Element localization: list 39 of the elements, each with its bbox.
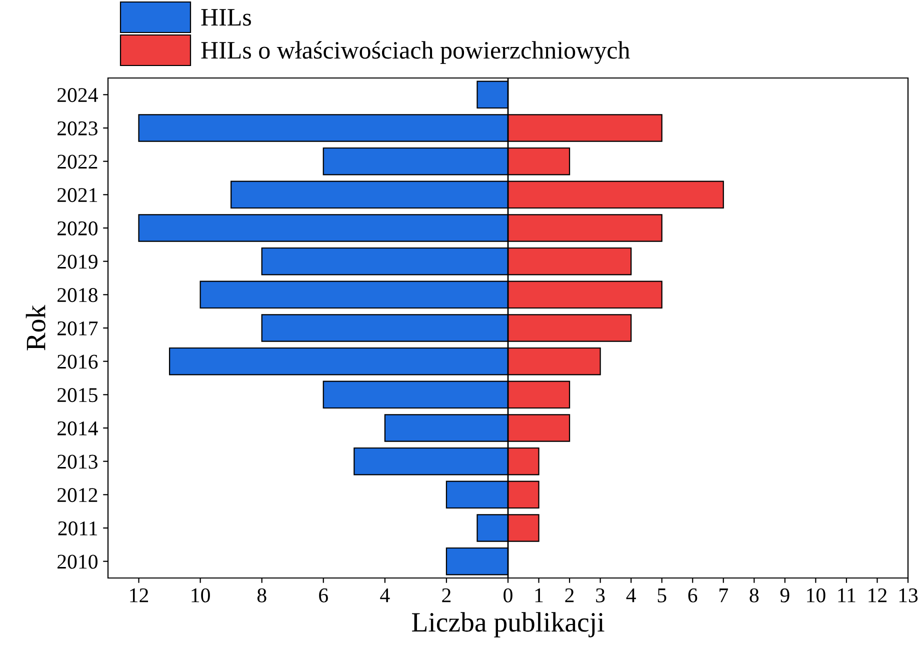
x-tick-label: 10 [807, 588, 826, 602]
x-tick-label: 5 [658, 588, 666, 602]
x-tick-label: 1 [535, 588, 543, 602]
x-tick-label: 7 [720, 588, 728, 602]
x-tick-label: 4 [380, 588, 390, 602]
x-tick-label: 2 [442, 588, 451, 602]
x-tick-label: 12 [130, 588, 148, 602]
y-tick-label: 2010 [58, 554, 98, 569]
legend-label: HILs o właściwościach powierzchniowych [201, 41, 630, 64]
y-tick-label: 2017 [58, 321, 98, 336]
legend-label: HILs [201, 9, 251, 26]
y-tick-label: 2015 [58, 388, 98, 402]
x-tick-label: 6 [688, 588, 698, 602]
x-tick-label: 4 [626, 588, 636, 602]
x-tick-label: 6 [319, 588, 328, 602]
y-tick-label: 2013 [58, 454, 98, 469]
y-tick-label: 2014 [58, 421, 98, 436]
x-tick-label: 13 [899, 588, 918, 602]
x-tick-label: 2 [565, 588, 574, 602]
x-tick-label: 12 [868, 588, 886, 602]
y-tick-label: 2022 [58, 154, 98, 169]
y-tick-label: 2023 [58, 121, 98, 136]
x-tick-label: 11 [838, 588, 856, 602]
x-tick-label: 8 [257, 588, 266, 602]
y-tick-label: 2024 [58, 88, 98, 102]
x-axis-title: Liczba publikacji [412, 612, 604, 638]
y-tick-label: 2018 [58, 288, 98, 302]
x-tick-label: 10 [192, 588, 210, 602]
y-tick-label: 2021 [58, 188, 98, 202]
x-tick-label: 9 [780, 588, 790, 602]
y-tick-label: 2011 [58, 521, 98, 536]
y-axis-title: Rok [26, 304, 46, 350]
y-tick-label: 2016 [58, 354, 98, 369]
x-tick-label: 3 [596, 588, 605, 602]
y-tick-label: 2020 [58, 221, 98, 236]
x-tick-label: 8 [750, 588, 759, 602]
x-tick-label: 0 [504, 588, 512, 602]
y-tick-label: 2019 [58, 254, 98, 269]
y-tick-label: 2012 [58, 488, 98, 502]
